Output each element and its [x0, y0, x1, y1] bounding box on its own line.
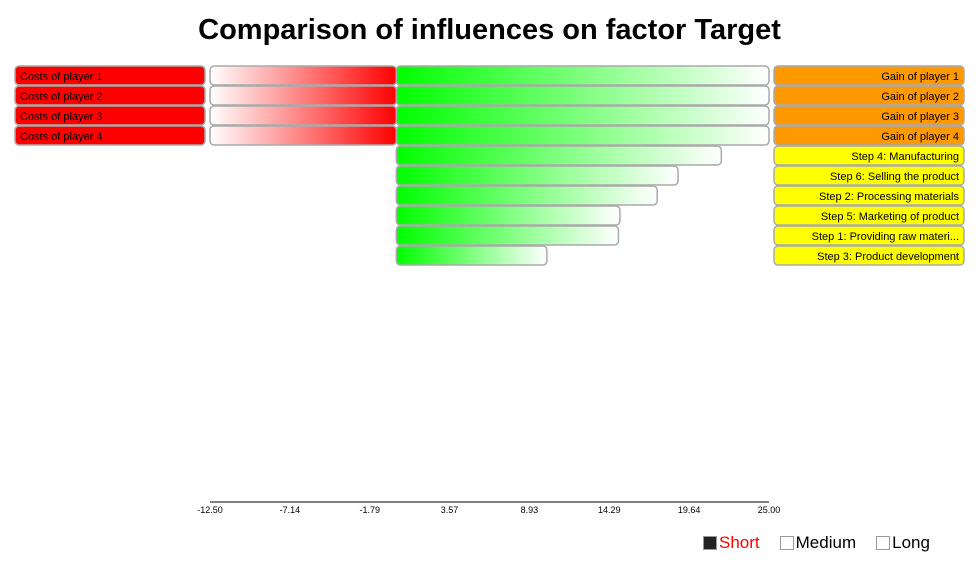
cost-label-box — [14, 65, 206, 86]
factor-label-step-1-providing-raw-materi: Step 1: Providing raw materi... — [812, 231, 959, 243]
positive-bar — [395, 225, 620, 246]
factor-label-box — [773, 205, 965, 226]
legend-swatch-medium — [779, 536, 794, 550]
positive-bar — [395, 105, 770, 126]
positive-bar — [395, 85, 770, 106]
legend-label-long: Long — [892, 533, 930, 552]
positive-bar — [395, 185, 658, 206]
factor-label-step-5-marketing-of-product: Step 5: Marketing of product — [821, 211, 959, 223]
bars-group — [209, 65, 770, 266]
cost-label-box — [14, 105, 206, 126]
negative-bar — [209, 65, 398, 86]
x-axis: -12.50 -7.14 -1.79 3.57 8.93 14.29 19.64 25.00 — [197, 501, 781, 515]
cost-label-costs-of-player-2: Costs of player 2 — [20, 91, 103, 103]
factor-label-step-6-selling-the-product: Step 6: Selling the product — [830, 171, 959, 183]
factor-label-box — [773, 145, 965, 166]
cost-label-costs-of-player-4: Costs of player 4 — [20, 131, 103, 143]
factor-label-box — [773, 165, 965, 186]
positive-bar — [395, 145, 723, 166]
negative-bar — [209, 85, 398, 106]
factor-label-box — [773, 65, 965, 86]
legend-item-short[interactable]: Short — [703, 533, 760, 553]
cost-label-costs-of-player-3: Costs of player 3 — [20, 111, 103, 123]
negative-bar — [209, 125, 398, 146]
x-tick-label: 3.57 — [441, 505, 459, 515]
factor-label-box — [773, 185, 965, 206]
x-tick-label: -7.14 — [280, 505, 301, 515]
legend: Short Medium Long — [703, 533, 930, 553]
factor-label-step-3-product-development: Step 3: Product development — [817, 251, 959, 263]
positive-bar — [395, 65, 770, 86]
factor-label-gain-of-player-2: Gain of player 2 — [881, 91, 959, 103]
legend-label-short: Short — [719, 533, 760, 552]
x-tick-label: -12.50 — [197, 505, 223, 515]
legend-item-medium[interactable]: Medium — [779, 533, 857, 553]
cost-label-costs-of-player-1: Costs of player 1 — [20, 71, 103, 83]
chart-title: Comparison of influences on factor Targe… — [198, 14, 781, 46]
x-tick-label: 19.64 — [678, 505, 701, 515]
factor-label-box — [773, 105, 965, 126]
factor-label-gain-of-player-3: Gain of player 3 — [881, 111, 959, 123]
x-tick-label: 25.00 — [758, 505, 781, 515]
positive-bar — [395, 125, 770, 146]
cost-label-box — [14, 85, 206, 106]
cost-label-box — [14, 125, 206, 146]
positive-bar — [395, 165, 679, 186]
factor-label-step-4-manufacturing: Step 4: Manufacturing — [851, 151, 959, 163]
positive-bar — [395, 205, 621, 226]
legend-item-long[interactable]: Long — [876, 533, 930, 553]
positive-bar — [395, 245, 548, 266]
legend-swatch-long — [876, 536, 891, 550]
factor-label-step-2-processing-materials: Step 2: Processing materials — [819, 191, 960, 203]
factor-label-box — [773, 125, 965, 146]
x-tick-label: 14.29 — [598, 505, 621, 515]
labels-group: Costs of player 1 Costs of player 2 Costs … — [14, 65, 965, 266]
factor-label-gain-of-player-1: Gain of player 1 — [881, 71, 959, 83]
factor-label-gain-of-player-4: Gain of player 4 — [881, 131, 959, 143]
legend-swatch-short — [703, 536, 717, 550]
x-tick-label: 8.93 — [521, 505, 539, 515]
factor-label-box — [773, 225, 965, 246]
negative-bar — [209, 105, 398, 126]
factor-label-box — [773, 85, 965, 106]
x-tick-label: -1.79 — [359, 505, 380, 515]
legend-label-medium: Medium — [795, 533, 857, 552]
factor-label-box — [773, 245, 965, 266]
